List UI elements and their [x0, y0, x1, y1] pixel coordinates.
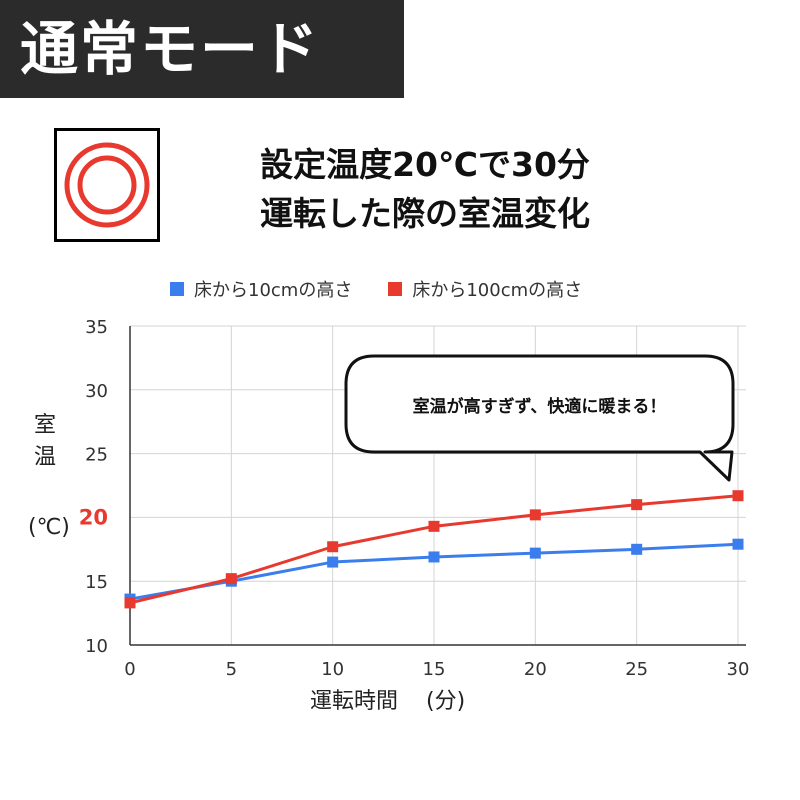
data-point-low: [732, 538, 744, 550]
y-tick-label: 35: [85, 317, 108, 338]
y-tick-label: 15: [85, 572, 108, 593]
y-tick-label: 20: [79, 505, 108, 529]
double-ring-heater-icon: [54, 128, 160, 242]
data-point-high: [225, 573, 237, 585]
x-tick-label: 30: [727, 659, 750, 680]
speech-bubble-text: 室温が高すぎず、快適に暖まる！: [412, 396, 667, 417]
data-point-high: [732, 490, 744, 502]
legend-item-low: 床から10cmの高さ: [170, 276, 352, 302]
data-point-high: [327, 541, 339, 553]
legend-item-high: 床から100cmの高さ: [388, 276, 582, 302]
data-point-low: [529, 547, 541, 559]
x-tick-label: 15: [423, 659, 446, 680]
y-axis-label-char-2: 温: [33, 445, 56, 470]
mode-label: 通常モード: [20, 15, 321, 83]
y-tick-label: 25: [85, 445, 108, 466]
speech-bubble: 室温が高すぎず、快適に暖まる！: [344, 354, 735, 482]
y-tick-label: 10: [85, 636, 108, 657]
x-tick-label: 20: [524, 659, 547, 680]
data-point-high: [124, 597, 136, 609]
y-tick-label: 30: [85, 381, 108, 402]
data-point-low: [631, 543, 643, 555]
x-tick-label: 0: [124, 659, 135, 680]
data-point-high: [529, 509, 541, 521]
mode-banner: 通常モード: [0, 0, 404, 98]
data-point-low: [327, 556, 339, 568]
chart-title-line-2: 運転した際の室温変化: [260, 194, 590, 233]
x-tick-label: 5: [226, 659, 237, 680]
x-tick-label: 25: [625, 659, 648, 680]
x-axis-label-text: 運転時間: [310, 689, 399, 714]
chart-title-line-1: 設定温度20℃で30分: [260, 145, 590, 184]
legend-label-high: 床から100cmの高さ: [412, 280, 583, 301]
x-tick-label: 10: [321, 659, 344, 680]
legend-swatch-low: [170, 282, 184, 296]
x-axis-label: 運転時間 (分): [310, 683, 465, 715]
x-axis-unit: (分): [426, 689, 466, 714]
y-axis-label: 室 温 (℃): [28, 410, 70, 544]
chart-legend: 床から10cmの高さ 床から100cmの高さ: [170, 277, 618, 301]
data-point-high: [428, 520, 440, 532]
legend-swatch-high: [388, 282, 403, 296]
data-point-high: [631, 499, 643, 511]
chart-title: 設定温度20℃で30分 運転した際の室温変化: [190, 140, 660, 238]
data-point-low: [428, 551, 440, 563]
y-axis-label-char-1: 室: [33, 413, 56, 438]
legend-label-low: 床から10cmの高さ: [194, 280, 353, 301]
